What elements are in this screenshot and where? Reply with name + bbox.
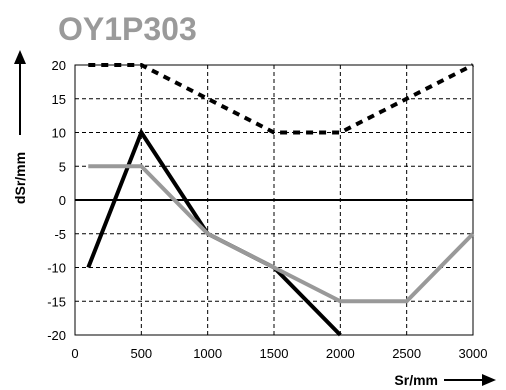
y-axis-arrowhead bbox=[14, 50, 26, 64]
x-axis-arrowhead bbox=[482, 374, 496, 386]
y-tick-label-1: 15 bbox=[52, 92, 66, 107]
series-line-2 bbox=[88, 164, 475, 304]
x-tick-label-0: 0 bbox=[71, 346, 78, 361]
y-tick-label-7: -15 bbox=[47, 294, 66, 309]
x-tick-label-5: 2500 bbox=[392, 346, 421, 361]
y-tick-label-4: 0 bbox=[59, 193, 66, 208]
x-tick-label-1: 500 bbox=[130, 346, 152, 361]
y-tick-label-5: -5 bbox=[54, 227, 66, 242]
x-tick-label-6: 3000 bbox=[459, 346, 488, 361]
x-tick-label-4: 2000 bbox=[326, 346, 355, 361]
series-line-0 bbox=[88, 63, 474, 135]
series-group bbox=[86, 63, 475, 337]
y-tick-label-2: 10 bbox=[52, 126, 66, 141]
y-tick-label-8: -20 bbox=[47, 328, 66, 343]
y-tick-label-0: 20 bbox=[52, 58, 66, 73]
y-tick-label-6: -10 bbox=[47, 261, 66, 276]
chart-title: OY1P303 bbox=[58, 11, 197, 47]
x-tick-label-3: 1500 bbox=[260, 346, 289, 361]
plot-frame bbox=[74, 64, 474, 336]
y-tick-label-3: 5 bbox=[59, 159, 66, 174]
x-axis-label: Sr/mm bbox=[394, 372, 438, 388]
x-tick-label-2: 1000 bbox=[193, 346, 222, 361]
y-tick-labels: 20 15 10 5 0 -5 -10 -15 -20 bbox=[47, 58, 66, 343]
x-tick-labels: 0 500 1000 1500 2000 2500 3000 bbox=[71, 346, 487, 361]
y-axis-label: dSr/mm bbox=[12, 152, 28, 204]
